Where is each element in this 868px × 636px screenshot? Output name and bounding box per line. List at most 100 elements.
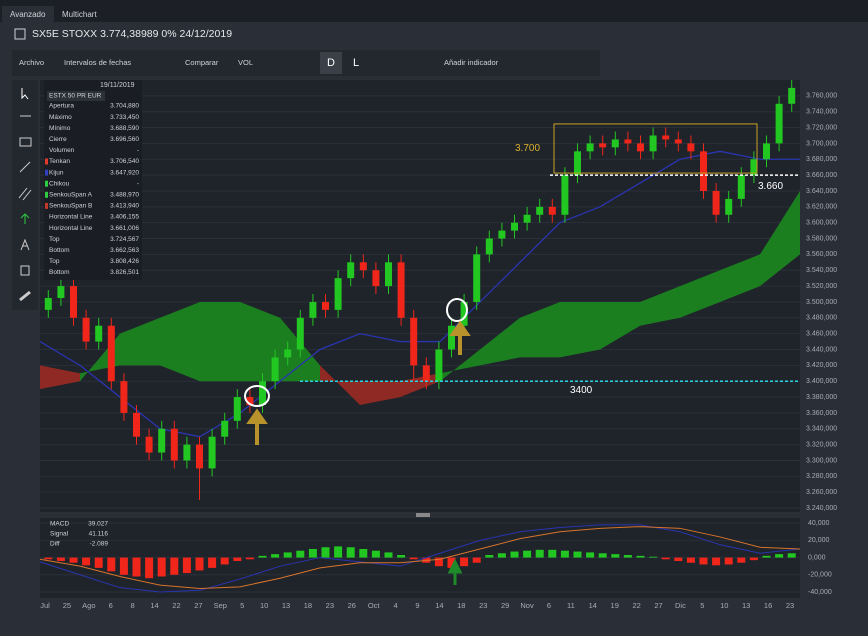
histogram-bar: [699, 557, 708, 565]
y-tick-label: 3.680,000: [806, 156, 837, 163]
toolbar-button[interactable]: Comparar: [185, 58, 219, 67]
title: SX5E STOXX 3.774,38989 0% 24/12/2019: [32, 28, 232, 40]
toolbar: [12, 50, 600, 76]
info-label: Volumen: [49, 147, 75, 154]
pen-icon[interactable]: [19, 161, 31, 173]
tab[interactable]: Avanzado: [10, 10, 46, 19]
histogram-bar: [535, 549, 544, 558]
candle-body: [158, 428, 166, 453]
x-tick-label: Jul: [40, 601, 50, 610]
rect-icon[interactable]: [19, 137, 32, 147]
line-label: 3400: [570, 385, 593, 396]
histogram-bar: [434, 557, 443, 567]
active-button[interactable]: [320, 52, 342, 74]
histogram-bar: [346, 547, 355, 558]
y-tick-label: 40,000: [808, 520, 830, 527]
candle-body: [170, 428, 178, 461]
info-label: Horizontal Line: [49, 214, 93, 221]
histogram-bar: [573, 551, 582, 558]
y-tick-label: 3.340,000: [806, 426, 837, 433]
histogram-bar: [220, 557, 229, 565]
histogram-bar: [233, 557, 242, 562]
info-value: 3.662,563: [110, 247, 139, 254]
candle-body: [246, 397, 254, 405]
candle-body: [674, 139, 682, 144]
histogram-bar: [321, 547, 330, 558]
y-tick-label: 3.400,000: [806, 378, 837, 385]
candle-body: [359, 262, 367, 271]
fib-icon[interactable]: [18, 187, 32, 201]
splitter[interactable]: [416, 513, 430, 517]
macd-line: [39, 524, 801, 593]
trash-icon[interactable]: [20, 265, 30, 276]
row-swatch: [45, 202, 48, 209]
histogram-bar: [170, 557, 179, 575]
y-tick-label: 3.580,000: [806, 235, 837, 242]
x-tick-label: 14: [435, 601, 443, 610]
arrow: [246, 408, 268, 445]
candle-body: [725, 198, 733, 215]
histogram-bar: [245, 557, 254, 560]
cloud: [520, 301, 560, 358]
candle-body: [145, 436, 153, 453]
y-tick-label: 3.440,000: [806, 346, 837, 353]
x-tick-label: 4: [394, 601, 398, 610]
legend-label: MACD: [50, 521, 69, 528]
toolbar-button[interactable]: L: [353, 57, 359, 69]
toolbar-button[interactable]: Añadir indicador: [444, 58, 499, 67]
info-label: Bottom: [49, 269, 70, 276]
info-value: 3.413,940: [110, 203, 139, 210]
info-value: 3.724,567: [110, 236, 139, 243]
histogram-bar: [258, 555, 267, 558]
candle-body: [196, 444, 203, 469]
ruler-icon[interactable]: [19, 290, 31, 302]
cloud: [720, 254, 760, 302]
toolbar-button[interactable]: D: [327, 57, 335, 69]
text-icon[interactable]: [20, 238, 30, 251]
toolbar-button[interactable]: VOL: [238, 58, 253, 67]
candle-body: [712, 190, 720, 215]
toolbar-button[interactable]: Intervalos de fechas: [64, 58, 131, 67]
x-tick-label: 23: [479, 601, 487, 610]
arrow-icon[interactable]: [20, 213, 30, 224]
box: [553, 123, 758, 174]
box-label: 3.700: [515, 143, 540, 154]
y-tick-label: 3.420,000: [806, 362, 837, 369]
histogram-bar: [447, 557, 456, 568]
histogram-bar: [460, 557, 469, 567]
cloud: [680, 270, 720, 318]
tab[interactable]: Multichart: [62, 10, 97, 19]
info-panel: 19/11/2019 ESTX 50 PR EUR Apertura 3.704,…: [44, 80, 142, 280]
candle-body: [624, 139, 632, 144]
y-tick-label: -40,000: [808, 589, 832, 596]
y-tick-label: 20,000: [808, 537, 830, 544]
candle-body: [687, 143, 695, 152]
circle: [446, 298, 468, 322]
y-tick-label: 3.540,000: [806, 267, 837, 274]
histogram-bar: [397, 554, 406, 558]
y-tick-label: 3.560,000: [806, 251, 837, 258]
x-tick-label: 13: [742, 601, 750, 610]
x-tick-label: 26: [348, 601, 356, 610]
x-tick-label: 25: [63, 601, 71, 610]
info-value: 3.488,970: [110, 192, 139, 199]
candle-body: [637, 143, 644, 152]
info-value: 3.406,155: [110, 214, 139, 221]
toolbar-button[interactable]: Archivo: [19, 58, 44, 67]
x-tick-label: 16: [764, 601, 772, 610]
pointer-icon[interactable]: [21, 88, 29, 100]
candle-body: [57, 286, 65, 298]
info-label: SenkouSpan A: [49, 192, 93, 199]
legend-label: Signal: [50, 531, 69, 538]
kijun-line: [39, 150, 800, 438]
candle-body: [95, 325, 103, 342]
histogram-bar: [472, 557, 481, 563]
active-tab[interactable]: [2, 6, 54, 22]
info-value: 3.826,501: [110, 269, 139, 276]
y-tick-label: 3.500,000: [806, 299, 837, 306]
candle-body: [649, 135, 657, 152]
info-label: Kijun: [49, 169, 64, 176]
histogram-bar: [271, 554, 280, 558]
histogram-bar: [497, 553, 506, 558]
